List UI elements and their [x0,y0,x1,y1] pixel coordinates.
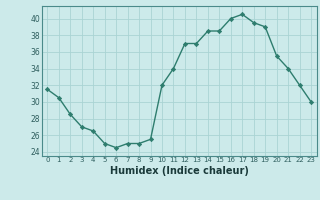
X-axis label: Humidex (Indice chaleur): Humidex (Indice chaleur) [110,166,249,176]
